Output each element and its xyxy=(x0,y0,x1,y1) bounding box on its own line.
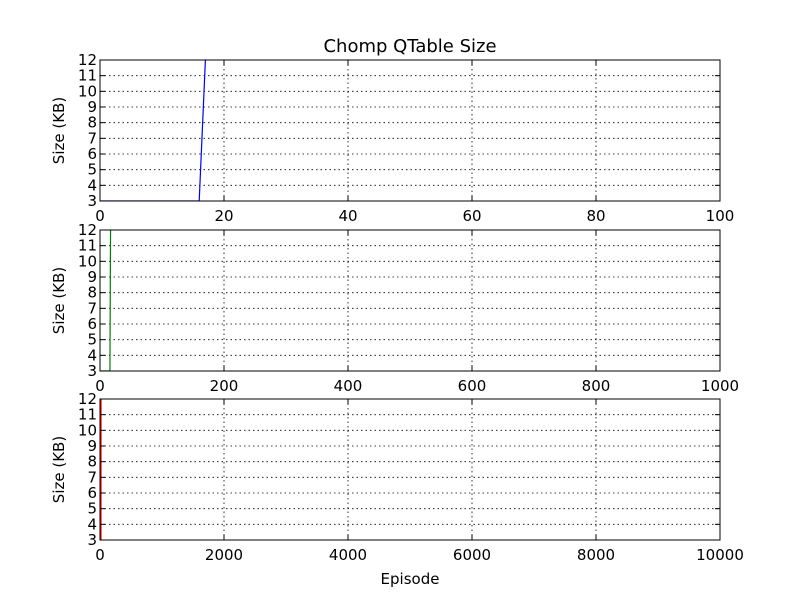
y-tick-label: 8 xyxy=(87,114,97,132)
y-tick-label: 10 xyxy=(78,82,97,100)
x-tick-label: 0 xyxy=(95,207,105,225)
x-tick-label: 20 xyxy=(214,207,233,225)
plot-frame xyxy=(99,229,721,372)
y-tick-label: 3 xyxy=(87,531,97,549)
y-tick-label: 9 xyxy=(87,437,97,455)
x-tick-label: 1000 xyxy=(701,377,739,395)
x-tick-label: 40 xyxy=(338,207,357,225)
y-tick-label: 5 xyxy=(87,500,97,518)
y-tick-label: 8 xyxy=(87,284,97,302)
x-tick-label: 400 xyxy=(334,377,363,395)
y-tick-label: 12 xyxy=(78,390,97,408)
x-tick-label: 2000 xyxy=(205,546,243,564)
y-axis-label: Size (KB) xyxy=(50,97,68,164)
y-tick-label: 4 xyxy=(87,515,97,533)
x-tick-label: 600 xyxy=(458,377,487,395)
y-tick-label: 5 xyxy=(87,331,97,349)
x-tick-label: 8000 xyxy=(577,546,615,564)
y-tick-label: 5 xyxy=(87,161,97,179)
y-tick-label: 10 xyxy=(78,252,97,270)
y-axis-label: Size (KB) xyxy=(50,436,68,503)
chart-title: Chomp QTable Size xyxy=(323,36,496,57)
plot-frame xyxy=(99,398,721,541)
y-tick-label: 12 xyxy=(78,221,97,239)
y-tick-label: 8 xyxy=(87,453,97,471)
y-tick-label: 7 xyxy=(87,468,97,486)
y-tick-label: 11 xyxy=(78,237,97,255)
y-tick-label: 12 xyxy=(78,51,97,69)
x-tick-label: 6000 xyxy=(453,546,491,564)
y-tick-label: 4 xyxy=(87,346,97,364)
x-tick-label: 800 xyxy=(582,377,611,395)
y-tick-label: 3 xyxy=(87,362,97,380)
x-tick-label: 60 xyxy=(462,207,481,225)
y-tick-label: 4 xyxy=(87,176,97,194)
y-axis-label: Size (KB) xyxy=(50,267,68,334)
x-tick-label: 4000 xyxy=(329,546,367,564)
y-tick-label: 3 xyxy=(87,192,97,210)
x-tick-label: 0 xyxy=(95,546,105,564)
y-tick-label: 9 xyxy=(87,268,97,286)
y-tick-label: 6 xyxy=(87,145,97,163)
y-tick-label: 6 xyxy=(87,315,97,333)
y-tick-label: 10 xyxy=(78,421,97,439)
y-tick-label: 11 xyxy=(78,406,97,424)
x-tick-label: 100 xyxy=(706,207,735,225)
x-axis-label: Episode xyxy=(381,570,440,588)
y-tick-label: 11 xyxy=(78,67,97,85)
series-line xyxy=(100,230,112,371)
y-tick-label: 6 xyxy=(87,484,97,502)
series-line xyxy=(100,60,206,201)
y-tick-label: 7 xyxy=(87,129,97,147)
x-tick-label: 0 xyxy=(95,377,105,395)
plot-frame xyxy=(99,59,721,202)
y-tick-label: 9 xyxy=(87,98,97,116)
x-tick-label: 80 xyxy=(586,207,605,225)
x-tick-label: 200 xyxy=(210,377,239,395)
x-tick-label: 10000 xyxy=(696,546,744,564)
y-tick-label: 7 xyxy=(87,299,97,317)
